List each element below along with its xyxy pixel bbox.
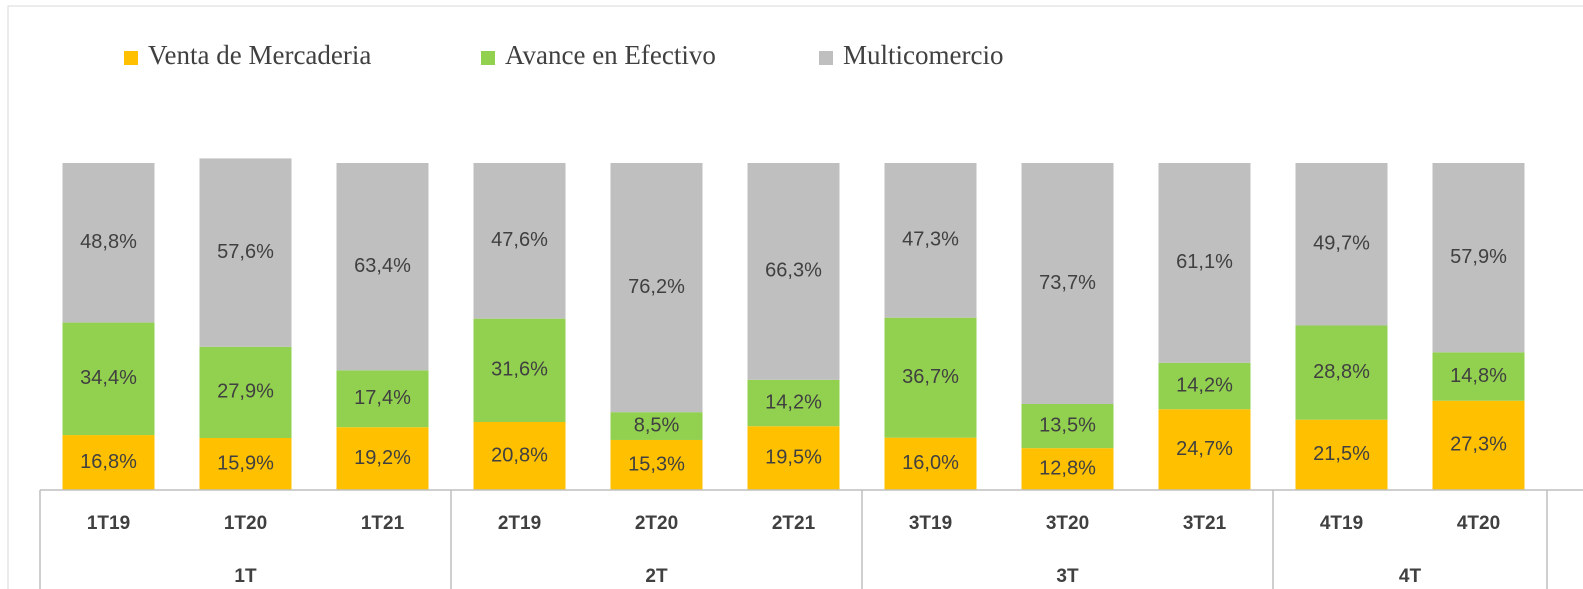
legend-swatch — [819, 51, 833, 65]
value-label: 47,6% — [491, 229, 548, 251]
value-label: 14,2% — [1176, 374, 1233, 396]
bar-segment — [62, 163, 155, 323]
group-label: 4T — [1399, 566, 1422, 587]
value-label: 57,9% — [1450, 246, 1507, 268]
bar-segment — [473, 318, 566, 422]
x-tick-label: 3T20 — [1046, 513, 1089, 534]
bar-segment — [747, 426, 840, 490]
value-label: 28,8% — [1313, 361, 1370, 383]
x-tick-label: 1T19 — [87, 513, 130, 534]
x-tick-label: 4T19 — [1320, 513, 1363, 534]
legend-label: Avance en Efectivo — [505, 40, 716, 70]
bar-segment — [610, 163, 703, 413]
value-label: 21,5% — [1313, 443, 1370, 465]
value-label: 63,4% — [354, 255, 411, 277]
x-tick-label: 4T20 — [1457, 513, 1500, 534]
x-tick-label: 2T19 — [498, 513, 541, 534]
bar-segment — [1021, 403, 1114, 449]
bar-segment — [1158, 409, 1251, 490]
bar-segment — [1021, 448, 1114, 490]
value-label: 16,0% — [902, 452, 959, 474]
value-label: 49,7% — [1313, 233, 1370, 255]
value-label: 19,2% — [354, 447, 411, 469]
bar-segment — [62, 322, 155, 436]
bar-segment — [1158, 362, 1251, 410]
group-label: 3T — [1056, 566, 1079, 587]
bar-segment — [1158, 163, 1251, 363]
value-label: 76,2% — [628, 276, 685, 298]
x-tick-label: 3T19 — [909, 513, 952, 534]
bar-segment — [1295, 419, 1388, 490]
bar-segment — [1021, 163, 1114, 404]
bar-segment — [1432, 163, 1525, 353]
value-label: 48,8% — [80, 231, 137, 253]
bar-segment — [336, 370, 429, 428]
bar-segment — [199, 438, 292, 490]
value-label: 61,1% — [1176, 251, 1233, 273]
chart-frame — [7, 5, 1583, 589]
bar-segment — [884, 163, 977, 318]
bar-segment — [1295, 325, 1388, 420]
bar-segment — [62, 435, 155, 490]
value-label: 47,3% — [902, 229, 959, 251]
value-label: 16,8% — [80, 451, 137, 473]
value-label: 14,8% — [1450, 365, 1507, 387]
value-label: 13,5% — [1039, 414, 1096, 436]
bar-segment — [336, 163, 429, 371]
bar-segment — [199, 346, 292, 439]
value-label: 27,3% — [1450, 434, 1507, 456]
value-label: 19,5% — [765, 446, 822, 468]
x-tick-label: 1T20 — [224, 513, 267, 534]
bar-segment — [1432, 352, 1525, 401]
value-label: 15,3% — [628, 453, 685, 475]
value-label: 17,4% — [354, 387, 411, 409]
value-label: 66,3% — [765, 260, 822, 282]
bar-segment — [610, 439, 703, 490]
legend-swatch — [124, 51, 138, 65]
bar-segment — [747, 163, 840, 380]
group-label: 2T — [645, 566, 668, 587]
bar-segment — [473, 421, 566, 490]
legend-label: Venta de Mercaderia — [148, 40, 371, 70]
value-label: 15,9% — [217, 452, 274, 474]
x-tick-label: 2T20 — [635, 513, 678, 534]
x-tick-label: 3T21 — [1183, 513, 1227, 534]
x-tick-label: 1T21 — [361, 513, 405, 534]
bar-segment — [199, 158, 292, 347]
bar-segment — [884, 437, 977, 490]
bar-segment — [1432, 400, 1525, 490]
group-label: 1T — [234, 566, 257, 587]
legend-swatch — [481, 51, 495, 65]
x-tick-label: 2T21 — [772, 513, 816, 534]
bar-segment — [473, 163, 566, 319]
value-label: 34,4% — [80, 367, 137, 389]
value-label: 36,7% — [902, 366, 959, 388]
legend-label: Multicomercio — [843, 40, 1003, 70]
value-label: 31,6% — [491, 359, 548, 381]
value-label: 24,7% — [1176, 438, 1233, 460]
bar-segment — [884, 317, 977, 438]
value-label: 20,8% — [491, 444, 548, 466]
bar-segment — [747, 379, 840, 427]
value-label: 57,6% — [217, 241, 274, 263]
value-label: 73,7% — [1039, 272, 1096, 294]
value-label: 12,8% — [1039, 457, 1096, 479]
bar-segment — [336, 427, 429, 490]
value-label: 14,2% — [765, 391, 822, 413]
bar-segment — [610, 412, 703, 440]
bar-segment — [1295, 163, 1388, 326]
value-label: 27,9% — [217, 381, 274, 403]
value-label: 8,5% — [634, 414, 680, 436]
